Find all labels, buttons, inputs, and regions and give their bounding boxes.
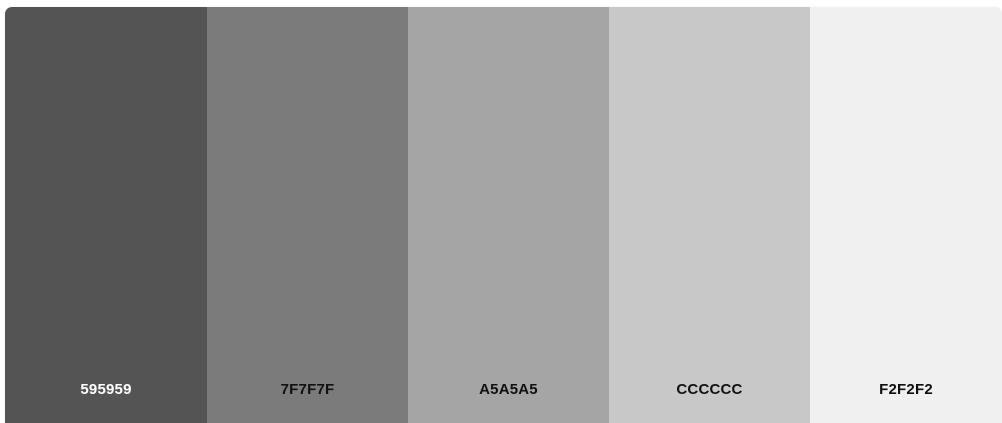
hex-code-label: CCCCCC	[676, 381, 743, 398]
hex-code-label: A5A5A5	[479, 381, 538, 398]
color-swatch-5[interactable]: F2F2F2	[810, 7, 1002, 423]
hex-code-label: 595959	[80, 381, 132, 398]
color-swatch-1[interactable]: 595959	[5, 7, 207, 423]
color-swatch-3[interactable]: A5A5A5	[408, 7, 609, 423]
color-swatch-2[interactable]: 7F7F7F	[207, 7, 408, 423]
color-palette: 595959 7F7F7F A5A5A5 CCCCCC F2F2F2	[5, 7, 1002, 423]
color-swatch-4[interactable]: CCCCCC	[609, 7, 810, 423]
hex-code-label: F2F2F2	[879, 381, 933, 398]
hex-code-label: 7F7F7F	[280, 381, 335, 398]
